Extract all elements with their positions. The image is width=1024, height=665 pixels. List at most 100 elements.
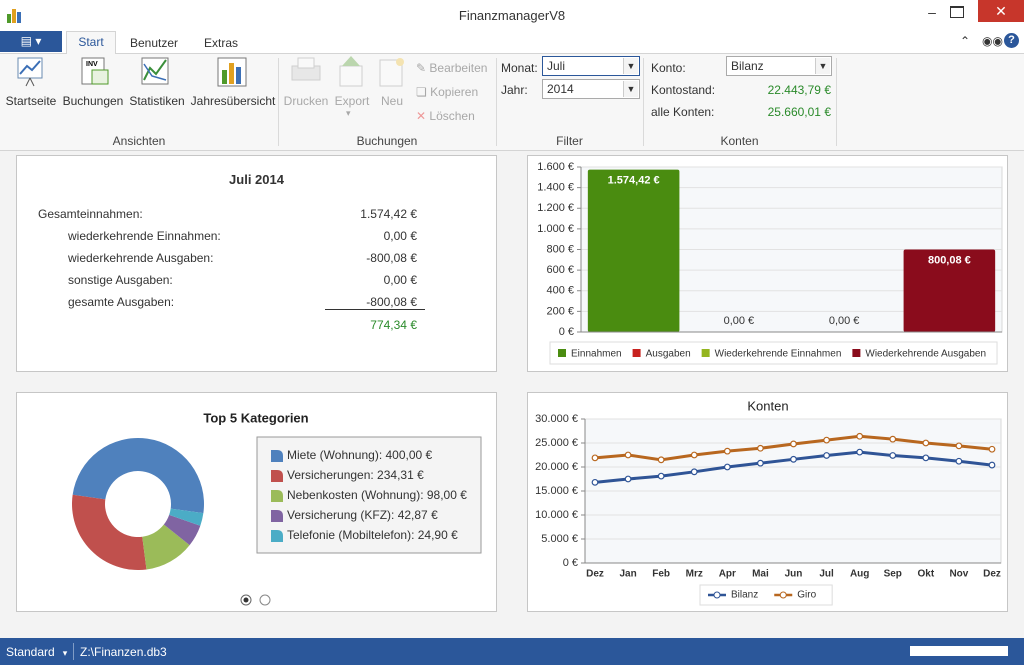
field-label: alle Konten: bbox=[651, 105, 715, 119]
data-point bbox=[856, 448, 864, 456]
minimize-button[interactable]: – bbox=[928, 4, 936, 20]
x-tick-label: Dez bbox=[586, 569, 604, 580]
close-button[interactable]: ✕ bbox=[978, 0, 1024, 22]
y-tick-label: 10.000 € bbox=[535, 509, 578, 521]
x-tick-label: Nov bbox=[949, 569, 968, 580]
ribbon-button[interactable]: Drucken bbox=[283, 94, 329, 108]
select-arrow: ▼ bbox=[815, 58, 830, 74]
separator bbox=[643, 58, 644, 146]
select-value: Bilanz bbox=[731, 59, 764, 73]
legend-label: Versicherung (KFZ): 42,87 € bbox=[287, 508, 438, 522]
legend-swatch bbox=[632, 349, 641, 357]
x-tick-label: Mai bbox=[752, 569, 769, 580]
group-label: Buchungen bbox=[356, 134, 418, 148]
donut-slice bbox=[163, 514, 201, 546]
data-point bbox=[988, 445, 996, 453]
data-point bbox=[591, 454, 599, 462]
data-point bbox=[690, 468, 698, 476]
ribbon-button[interactable]: ✕ Löschen bbox=[416, 109, 475, 123]
legend-box bbox=[699, 584, 833, 606]
legend-box bbox=[549, 341, 998, 365]
month-select[interactable]: Juli ▼ bbox=[542, 56, 640, 76]
row-value: 0,00 € bbox=[383, 229, 417, 243]
profile-name: Standard bbox=[6, 645, 55, 659]
pager-dot-active bbox=[243, 597, 249, 603]
ribbon-button[interactable]: Jahresübersicht bbox=[190, 94, 276, 108]
account-select[interactable]: Bilanz ▼ bbox=[726, 56, 832, 76]
separator bbox=[836, 58, 837, 146]
data-point bbox=[657, 472, 665, 480]
data-point bbox=[988, 461, 996, 469]
x-tick-label: Jun bbox=[785, 569, 803, 580]
ribbon-button[interactable]: Neu bbox=[380, 94, 403, 108]
tab[interactable]: Start bbox=[66, 31, 116, 54]
search-button[interactable]: ◉◉ bbox=[982, 34, 1003, 48]
tab-row: ▤ ▾ Start Benutzer Extras ⌃ ◉◉ ? bbox=[0, 30, 1024, 54]
donut-chart-panel: Top 5 Kategorien Miete (Wohnung): 400,00 … bbox=[16, 392, 497, 612]
ribbon-button[interactable]: Buchungen bbox=[62, 94, 124, 108]
x-tick-label: Jul bbox=[819, 569, 834, 580]
tab[interactable]: Benutzer bbox=[130, 36, 179, 50]
ribbon-button[interactable]: Startseite bbox=[5, 94, 57, 108]
field-label: Kontostand: bbox=[651, 83, 716, 97]
ribbon-icons-disabled bbox=[291, 56, 404, 87]
legend-swatch bbox=[271, 510, 283, 522]
row-label: wiederkehrende Einnahmen: bbox=[68, 229, 221, 243]
y-tick-label: 1.400 € bbox=[537, 182, 574, 194]
legend-label: Miete (Wohnung): 400,00 € bbox=[287, 448, 433, 462]
svg-text:INV: INV bbox=[86, 61, 98, 68]
file-menu-button[interactable]: ▤ ▾ bbox=[0, 31, 62, 52]
y-tick-label: 200 € bbox=[546, 305, 574, 317]
legend-label: Einnahmen bbox=[571, 349, 622, 360]
year-select[interactable]: 2014 ▼ bbox=[542, 79, 640, 99]
legend-label: Bilanz bbox=[731, 590, 758, 601]
summary-total: 774,34 € bbox=[370, 318, 417, 332]
value-label: 0,00 € bbox=[829, 315, 860, 327]
data-point bbox=[757, 444, 764, 452]
ribbon-button[interactable]: ❏ Kopieren bbox=[416, 85, 479, 99]
summary-panel: Juli 2014 Gesamteinnahmen: 1.574,42 € wied… bbox=[16, 155, 497, 372]
y-tick-label: 5.000 € bbox=[541, 533, 578, 545]
data-point bbox=[591, 478, 599, 486]
pager-dot[interactable] bbox=[259, 594, 271, 606]
all-balance-value: 25.660,01 € bbox=[767, 105, 831, 119]
row-value: 0,00 € bbox=[383, 273, 417, 287]
legend-swatch bbox=[558, 349, 566, 357]
bar bbox=[587, 169, 680, 332]
select-arrow: ▼ bbox=[623, 58, 638, 74]
legend-swatch bbox=[701, 349, 710, 357]
data-point bbox=[922, 439, 930, 447]
ribbon-button[interactable]: ✎ Bearbeiten bbox=[416, 61, 488, 75]
button-label: Kopieren bbox=[430, 85, 479, 99]
data-point bbox=[823, 436, 830, 444]
row-label: sonstige Ausgaben: bbox=[68, 273, 173, 287]
donut-slice bbox=[169, 508, 204, 526]
file-path: Z:\Finanzen.db3 bbox=[80, 645, 167, 659]
field-label: Monat: bbox=[501, 61, 538, 75]
data-point bbox=[922, 454, 930, 462]
select-arrow: ▼ bbox=[623, 81, 638, 97]
profile-selector[interactable]: Standard ▾ bbox=[6, 645, 68, 659]
tab[interactable]: Extras bbox=[204, 36, 239, 50]
help-button[interactable]: ? bbox=[1004, 33, 1019, 48]
dropdown-arrow: ▾ bbox=[346, 108, 351, 118]
title-bar: FinanzmanagerV8 – ✕ bbox=[0, 0, 1024, 30]
value-label: 1.574,42 € bbox=[608, 175, 660, 187]
y-tick-label: 800 € bbox=[546, 243, 574, 255]
maximize-button[interactable] bbox=[950, 6, 964, 18]
collapse-ribbon[interactable]: ⌃ bbox=[960, 34, 971, 48]
legend-marker bbox=[713, 591, 721, 599]
bar-chart: 0 € 200 € 400 € 600 € 800 € 1.000 € 1.200 € 1.4… bbox=[537, 161, 1003, 365]
x-tick-label: Sep bbox=[884, 569, 902, 580]
data-point bbox=[889, 435, 897, 443]
balance-value: 22.443,79 € bbox=[767, 83, 831, 97]
legend-swatch bbox=[271, 450, 283, 462]
ribbon-button[interactable]: Statistiken bbox=[129, 94, 185, 108]
field-label: Konto: bbox=[651, 61, 686, 75]
ribbon-button[interactable]: Export bbox=[334, 94, 370, 108]
group-label: Filter bbox=[556, 134, 583, 148]
progress-bar bbox=[910, 646, 1008, 656]
data-point bbox=[955, 457, 963, 465]
separator bbox=[496, 58, 497, 146]
